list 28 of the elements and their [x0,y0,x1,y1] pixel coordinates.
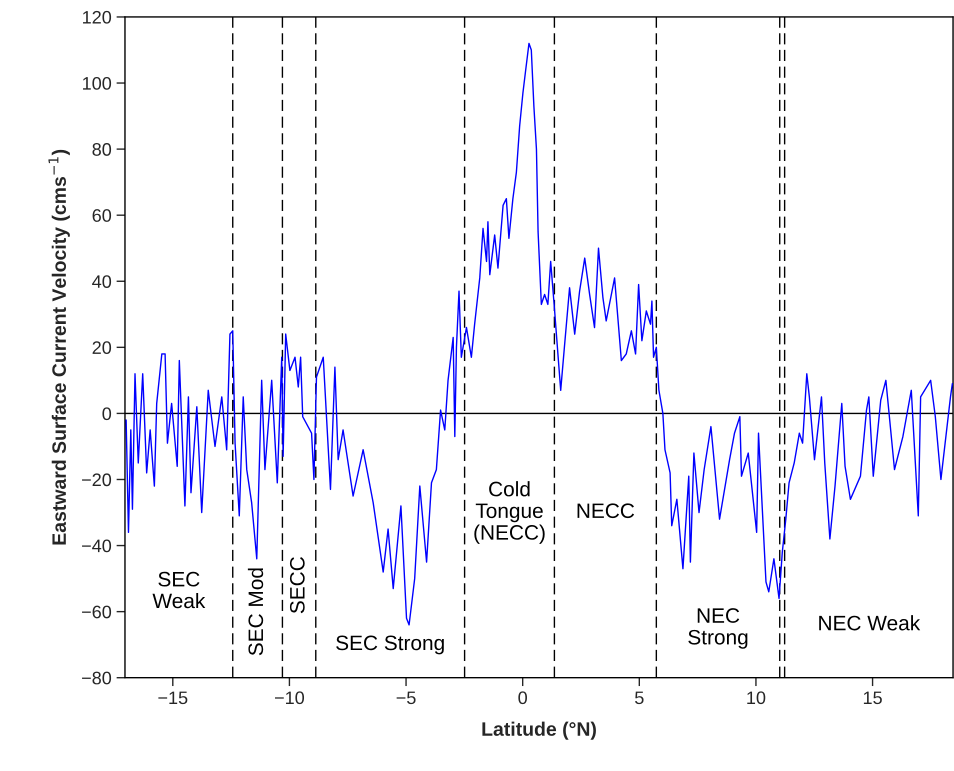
x-tick-label: 5 [635,692,644,704]
y-tick-label: 120 [83,10,112,24]
annotation: SEC Weak [152,572,206,608]
y-tick-label: 20 [92,341,112,354]
annotation: SEC Mod [248,568,264,656]
x-axis-title: Latitude (°N) [482,722,596,740]
y-tick-label: 0 [102,407,112,420]
annotation: NEC Weak [819,615,920,630]
y-tick-label: 40 [92,275,112,288]
annotation: NEC Strong [688,608,748,649]
x-tick-label: −10 [275,691,304,704]
y-tick-label: −40 [82,539,112,552]
x-tick-label: −5 [396,692,416,704]
y-axis-title: Eastward Surface Current Velocity (cms$^{−1}$) [48,150,70,544]
y-tick-label: 80 [92,143,112,156]
x-tick-label: −15 [158,692,188,704]
x-tick-label: 10 [747,691,766,704]
annotation: SEC Strong [336,636,444,654]
y-tick-label: −20 [82,473,112,486]
x-tick-label: 15 [864,692,882,704]
annotation: Cold Tongue (NECC) [474,481,545,544]
annotation: SECC [290,557,305,614]
y-tick-label: −80 [82,672,112,684]
x-tick-label: 0 [518,691,527,704]
y-tick-label: 60 [92,209,112,222]
y-tick-label: 100 [83,76,112,90]
annotation: NECC [578,503,634,518]
y-tick-label: −60 [82,606,112,618]
